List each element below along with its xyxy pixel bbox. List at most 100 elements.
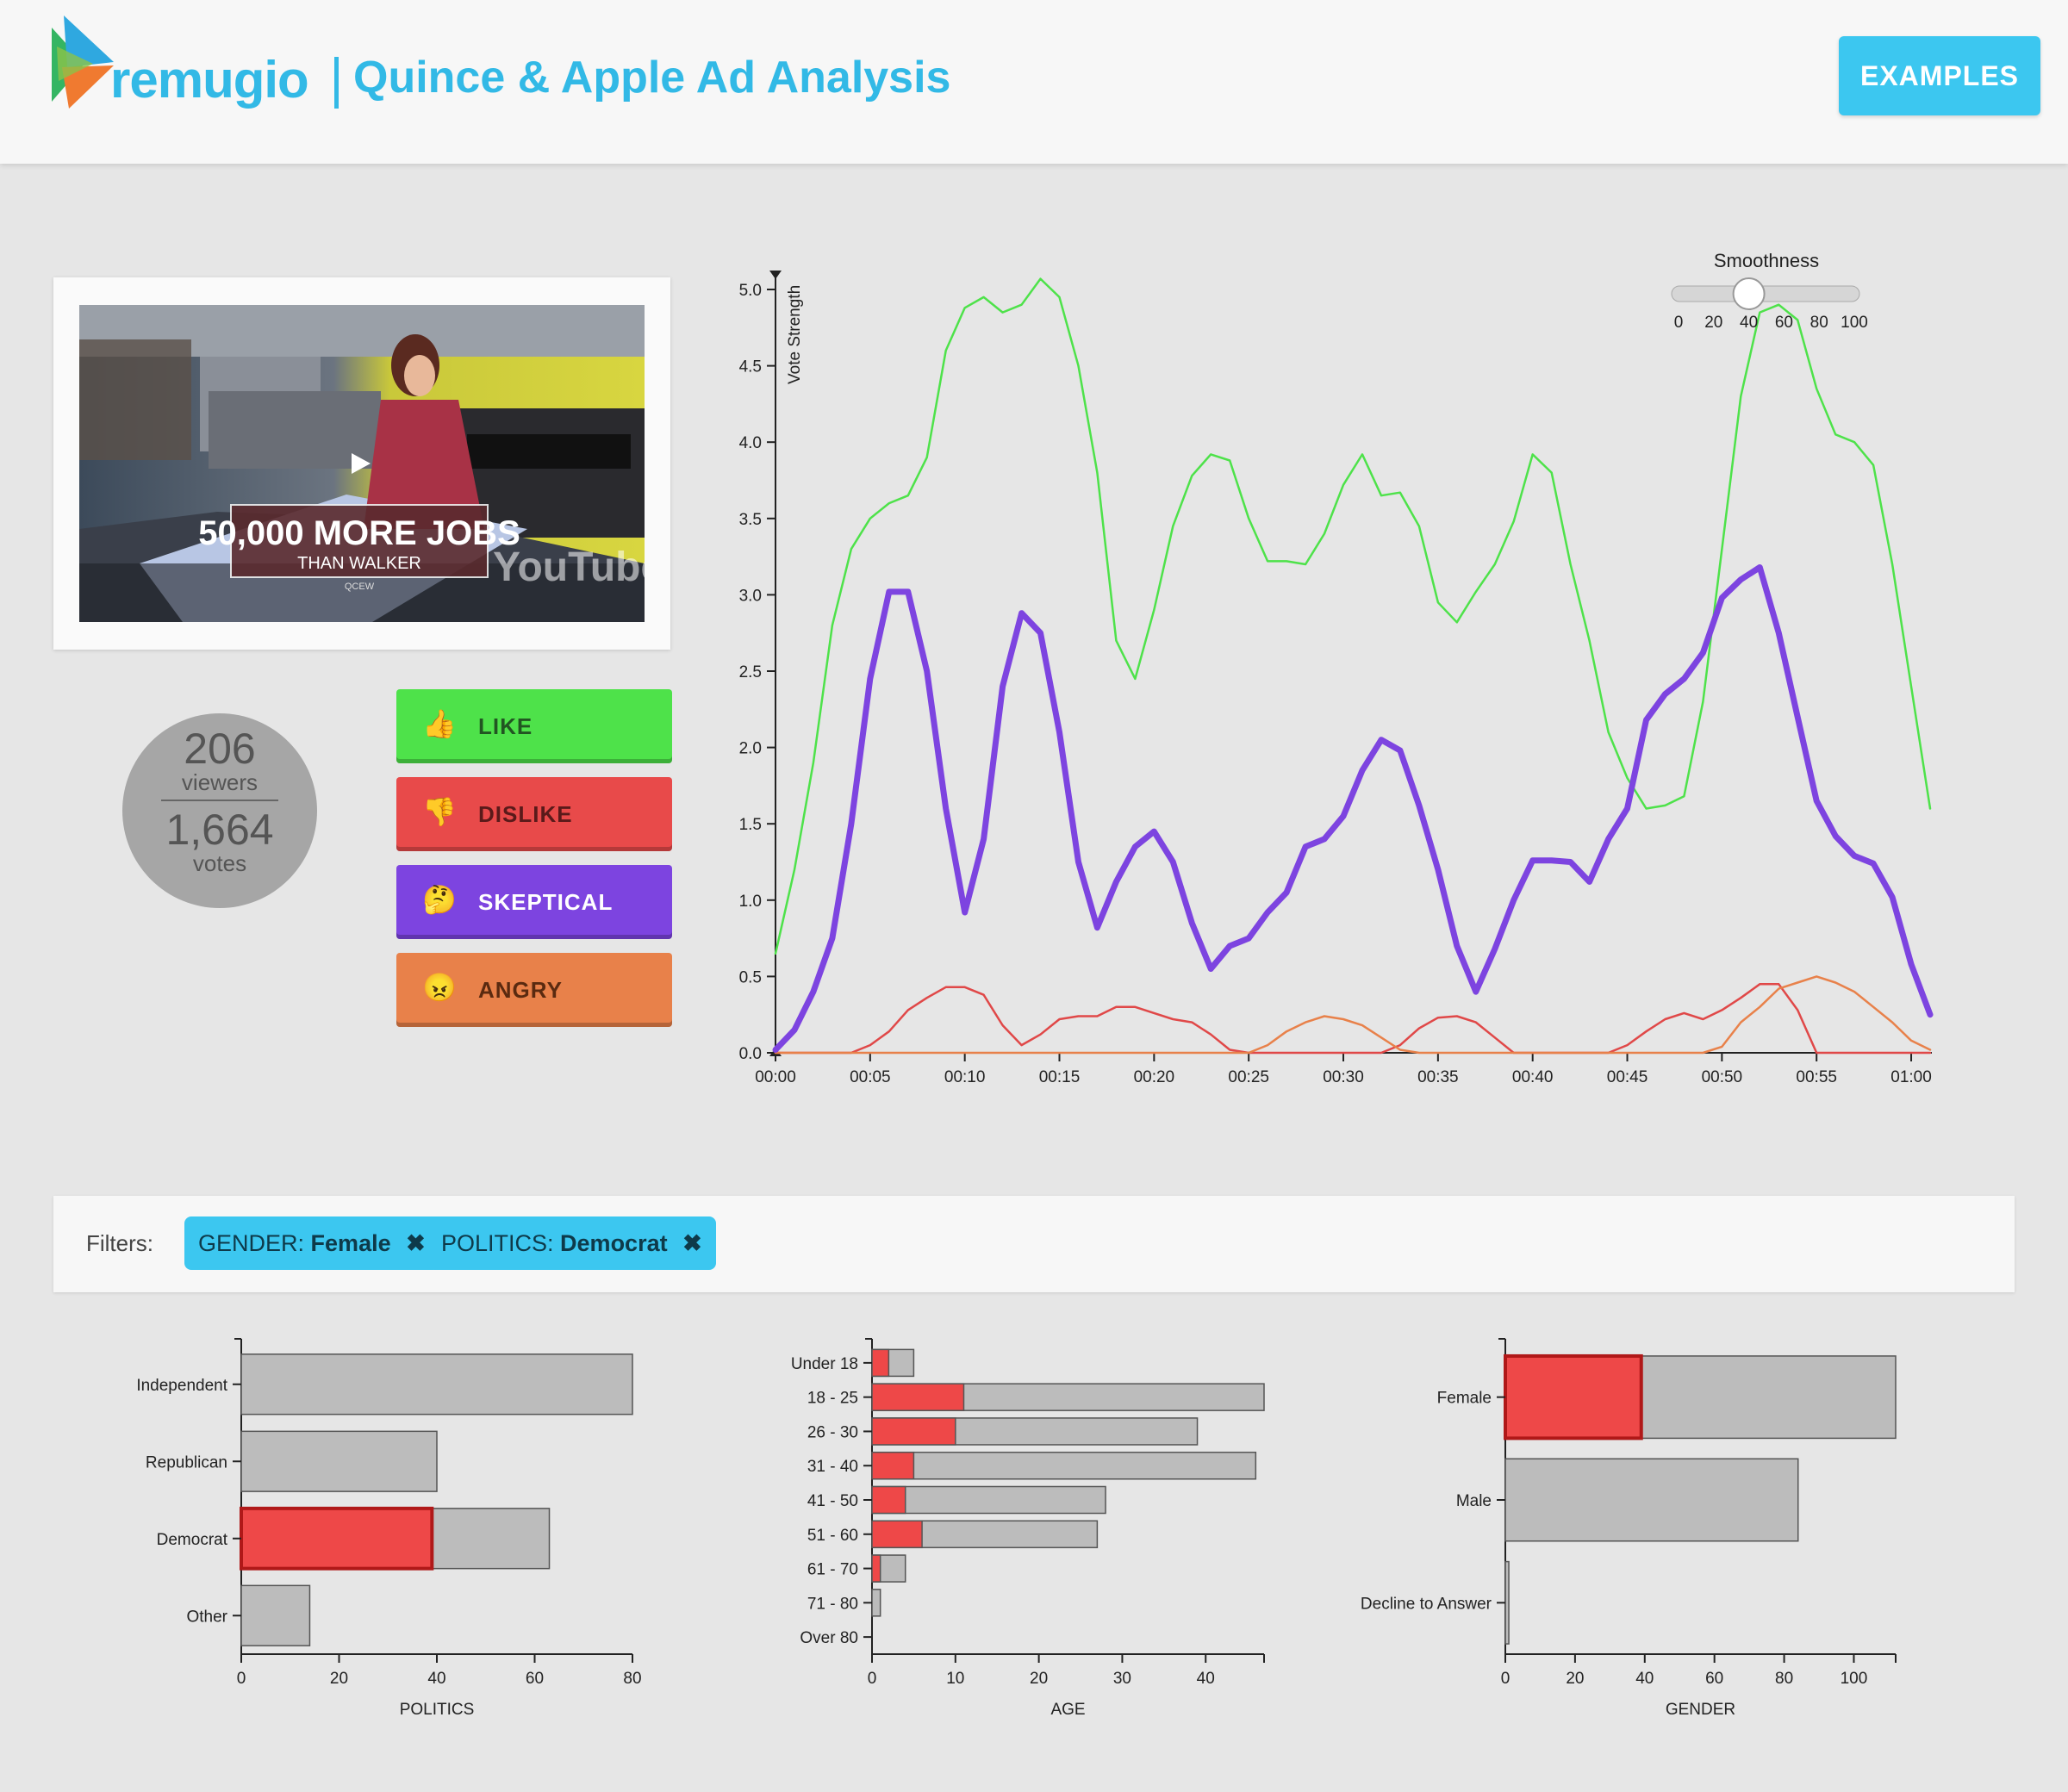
- video-card: 50,000 MORE JOBS THAN WALKER QCEW YouTub…: [53, 277, 670, 650]
- bar-filtered: [871, 1348, 890, 1378]
- dislike-button[interactable]: 👎 DISLIKE: [396, 777, 672, 851]
- x-tick-label: 00:30: [1323, 1068, 1364, 1086]
- x-tick-label: 20: [1566, 1670, 1584, 1688]
- x-tick-label: 60: [526, 1670, 544, 1688]
- brand-name: remugio: [110, 51, 309, 109]
- skeptical-button[interactable]: 🤔 SKEPTICAL: [396, 865, 672, 939]
- video-caption-source: QCEW: [345, 582, 375, 592]
- bar-total: [240, 1353, 633, 1416]
- x-axis-label: POLITICS: [400, 1701, 475, 1719]
- y-axis-arrow-icon: [769, 271, 782, 279]
- slider-tick-label: 60: [1775, 314, 1793, 332]
- series-line-2: [774, 983, 1932, 1055]
- category-label: 61 - 70: [807, 1561, 858, 1579]
- category-label: Decline to Answer: [1361, 1595, 1492, 1613]
- angry-label: ANGRY: [478, 977, 563, 1003]
- category-label: 18 - 25: [807, 1390, 858, 1408]
- x-tick-label: 20: [1030, 1670, 1048, 1688]
- dislike-label: DISLIKE: [478, 801, 573, 827]
- bar-filtered: [1504, 1353, 1643, 1440]
- category-label: 41 - 50: [807, 1492, 858, 1510]
- bar-filtered: [871, 1485, 906, 1515]
- angry-face-icon: 😠: [422, 972, 458, 1003]
- smoothness-label: Smoothness: [1714, 250, 1819, 271]
- category-label: Over 80: [800, 1629, 858, 1647]
- x-tick-label: 00:55: [1796, 1068, 1837, 1086]
- x-tick-label: 30: [1113, 1670, 1131, 1688]
- category-label: Male: [1456, 1492, 1492, 1510]
- video-caption-sub: THAN WALKER: [297, 554, 421, 573]
- close-icon[interactable]: ✖: [406, 1230, 426, 1256]
- x-tick-label: 00:10: [944, 1068, 986, 1086]
- category-label: 51 - 60: [807, 1527, 858, 1545]
- play-icon[interactable]: [352, 453, 371, 474]
- category-label: 26 - 30: [807, 1423, 858, 1441]
- series-line-3: [774, 975, 1932, 1055]
- y-tick-label: 0.0: [739, 1045, 762, 1063]
- y-tick-label: 0.5: [739, 968, 762, 986]
- x-tick-label: 80: [1775, 1670, 1793, 1688]
- bar-total: [871, 1451, 1257, 1480]
- series-line-0: [774, 277, 1932, 955]
- age-bar-chart: Under 18 18 - 25 26 - 30 31 - 40 41 - 50 51 -…: [791, 1338, 1265, 1719]
- category-label: Republican: [146, 1453, 227, 1472]
- video-player[interactable]: 50,000 MORE JOBS THAN WALKER QCEW YouTub…: [79, 305, 645, 622]
- thumbs-up-icon: 👍: [422, 708, 458, 739]
- bar-total: [1504, 1560, 1510, 1645]
- slider-tick-label: 20: [1704, 314, 1722, 332]
- filter-chip-value: Democrat: [560, 1230, 668, 1256]
- x-tick-label: 80: [623, 1670, 641, 1688]
- y-tick-label: 4.5: [739, 358, 762, 376]
- x-tick-label: 00:35: [1417, 1068, 1459, 1086]
- stats-divider: [161, 800, 278, 801]
- close-icon[interactable]: ✖: [682, 1230, 702, 1256]
- angry-button[interactable]: 😠 ANGRY: [396, 953, 672, 1027]
- like-button[interactable]: 👍 LIKE: [396, 689, 672, 763]
- bar-total: [240, 1430, 438, 1492]
- x-tick-label: 40: [1635, 1670, 1654, 1688]
- filter-chip-politics[interactable]: POLITICS: Democrat ✖: [427, 1216, 716, 1270]
- slider-tick-label: 80: [1810, 314, 1828, 332]
- filter-chip-key: POLITICS:: [441, 1230, 554, 1256]
- viewers-count: 206: [184, 725, 256, 773]
- smoothness-slider[interactable]: Smoothness 0 20 40 60 80 100: [1663, 248, 1870, 334]
- x-tick-label: 40: [427, 1670, 445, 1688]
- x-axis-label: AGE: [1050, 1701, 1085, 1719]
- y-axis-label: Vote Strength: [786, 285, 804, 384]
- y-tick-label: 3.5: [739, 511, 762, 529]
- filters-label: Filters:: [86, 1230, 153, 1256]
- youtube-watermark: YouTube: [493, 544, 645, 590]
- slider-track[interactable]: [1671, 285, 1860, 302]
- like-label: LIKE: [478, 713, 533, 739]
- vote-strength-chart: 0.00.51.01.52.02.53.03.54.04.55.000:00 00…: [739, 271, 1934, 1086]
- x-tick-label: 00:45: [1607, 1068, 1648, 1086]
- video-caption-main: 50,000 MORE JOBS: [198, 514, 520, 552]
- slider-thumb[interactable]: [1732, 277, 1766, 310]
- x-tick-label: 100: [1841, 1670, 1868, 1688]
- viewers-label: viewers: [181, 769, 258, 795]
- y-tick-label: 3.0: [739, 587, 762, 605]
- bar-filtered: [871, 1417, 956, 1446]
- x-tick-label: 10: [946, 1670, 964, 1688]
- x-tick-label: 0: [237, 1670, 246, 1688]
- x-axis-label: GENDER: [1666, 1701, 1735, 1719]
- x-tick-label: 00:05: [850, 1068, 891, 1086]
- thinking-face-icon: 🤔: [422, 884, 458, 915]
- slider-tick-label: 0: [1674, 314, 1684, 332]
- x-tick-label: 0: [1501, 1670, 1511, 1688]
- x-tick-label: 60: [1705, 1670, 1723, 1688]
- filter-chip-key: GENDER:: [198, 1230, 305, 1256]
- app-header: remugio Quince & Apple Ad Analysis EXAMP…: [0, 0, 2068, 164]
- politics-bar-chart: Independent Republican Democrat Other 0 20 40 6…: [136, 1338, 642, 1719]
- x-tick-label: 00:20: [1134, 1068, 1175, 1086]
- examples-button[interactable]: EXAMPLES: [1839, 36, 2040, 115]
- category-label: Democrat: [157, 1531, 228, 1549]
- y-tick-label: 2.0: [739, 740, 762, 758]
- bar-filtered: [871, 1451, 915, 1480]
- skeptical-label: SKEPTICAL: [478, 889, 614, 915]
- x-tick-label: 00:25: [1228, 1068, 1269, 1086]
- y-tick-label: 2.5: [739, 663, 762, 681]
- filter-chip-gender[interactable]: GENDER: Female ✖: [184, 1216, 439, 1270]
- x-tick-label: 00:00: [755, 1068, 796, 1086]
- x-tick-label: 40: [1197, 1670, 1215, 1688]
